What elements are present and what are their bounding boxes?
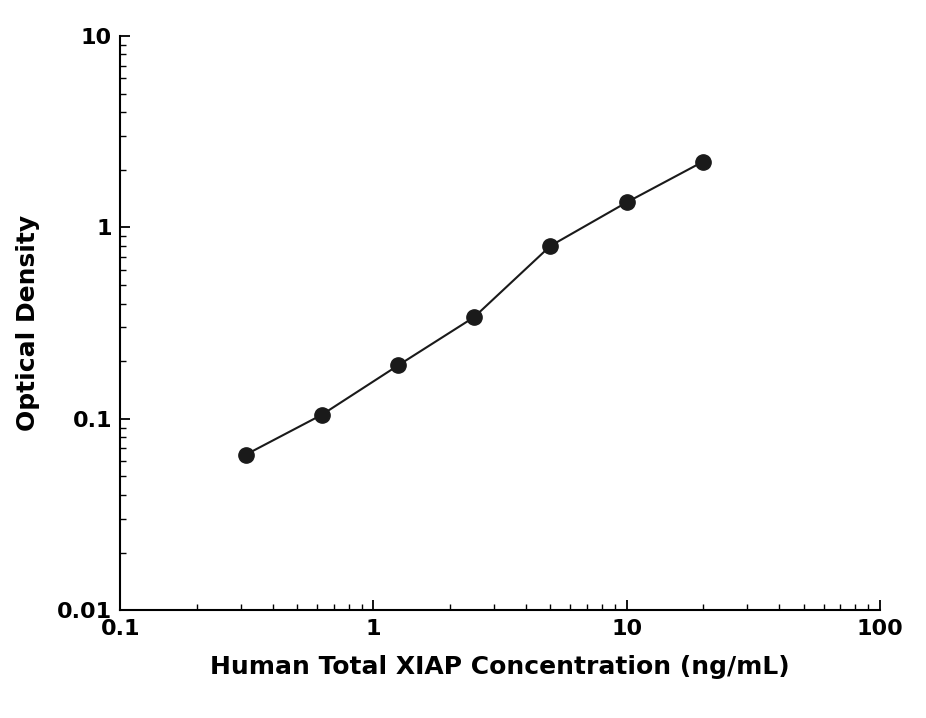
Y-axis label: Optical Density: Optical Density	[17, 215, 40, 432]
X-axis label: Human Total XIAP Concentration (ng/mL): Human Total XIAP Concentration (ng/mL)	[210, 656, 790, 679]
